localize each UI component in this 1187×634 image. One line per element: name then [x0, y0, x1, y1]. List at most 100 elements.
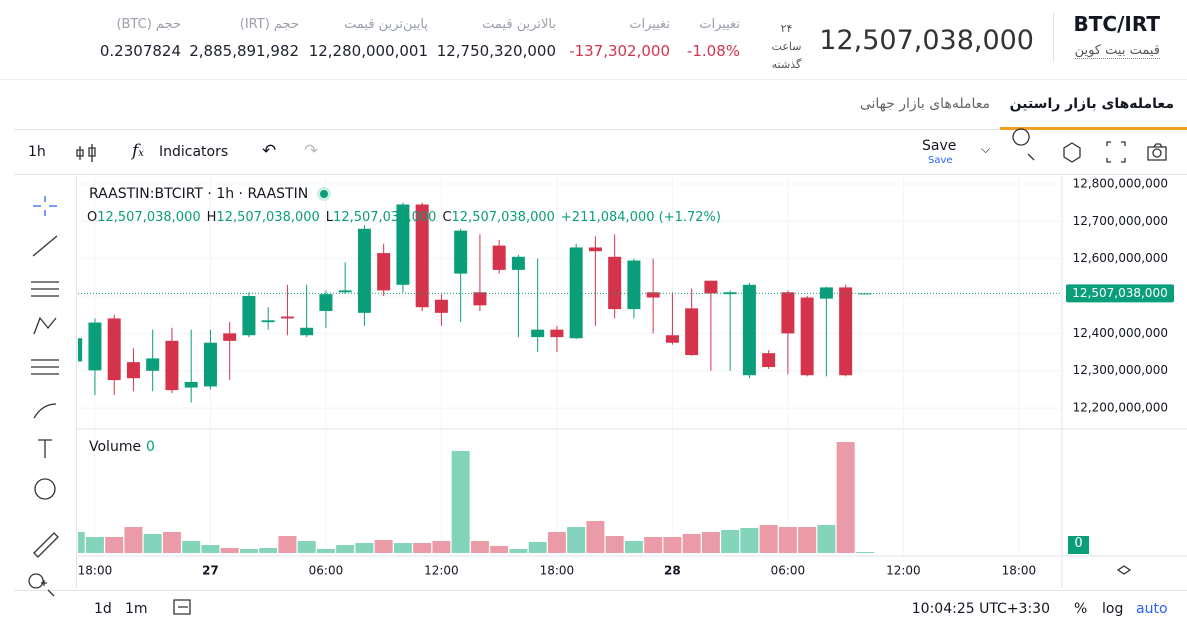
chevron[interactable]: ⌵ — [981, 142, 991, 156]
stat-label: تغییرات — [699, 17, 740, 32]
period: ۲۴ ساعت گذشته — [771, 22, 802, 71]
volume-bar — [393, 543, 412, 553]
ohlc-key: O — [87, 210, 98, 225]
x-tick-label: 12:00 — [886, 564, 921, 578]
range[interactable]: 1m — [125, 601, 148, 617]
save[interactable]: Save — [922, 138, 957, 154]
header: BTC/IRT قیمت بیت کوین 12,507,038,000 ۲۴ … — [0, 0, 1187, 80]
candle-body — [184, 381, 198, 388]
tab-active[interactable]: معامله‌های بازار راستین — [1009, 96, 1174, 112]
volume-bar — [759, 525, 778, 553]
volume-bar — [567, 527, 586, 553]
ohlc-value: 12,507,038,000 — [216, 210, 320, 225]
interval[interactable]: 1h — [28, 144, 46, 160]
save-sub: Save — [928, 155, 953, 166]
last-price-box — [1066, 284, 1174, 303]
volume-bar — [470, 541, 489, 553]
candle-body — [261, 320, 275, 323]
y-tick-label: 12,200,000,000 — [1073, 401, 1168, 415]
legend: RAASTIN:BTCIRT · 1h · RAASTIN O 12,507,038… — [87, 186, 721, 225]
candle-body — [203, 342, 217, 387]
y-tick-label: 12,300,000,000 — [1073, 363, 1168, 377]
volume-bar — [182, 541, 201, 553]
undo[interactable]: ↶ — [262, 141, 277, 161]
stat-value: 0.2307824 — [99, 42, 181, 60]
candle-body — [357, 228, 371, 313]
candle-body — [858, 293, 872, 295]
volume-bar — [701, 532, 720, 553]
volume-bar — [586, 521, 605, 553]
ohlc: O12,507,038,000 H12,507,038,000 L12,507,03… — [87, 210, 721, 225]
x-tick-label: 12:00 — [424, 564, 459, 578]
candle-body — [88, 322, 102, 371]
candle-body — [126, 362, 140, 379]
x-tick-label: 18:00 — [78, 564, 113, 578]
y-tick-label: 12,400,000,000 — [1073, 326, 1168, 340]
y-tick-label: 12,800,000,000 — [1073, 176, 1168, 190]
candle-body — [588, 247, 602, 252]
volume-bar — [798, 527, 817, 553]
volume-bar — [490, 546, 509, 553]
candle-body — [550, 329, 564, 338]
left-toolbar — [14, 176, 77, 588]
volume-bar — [297, 541, 316, 553]
candle-body — [223, 333, 237, 341]
percent[interactable]: % — [1074, 601, 1088, 617]
range[interactable]: 1d — [94, 601, 112, 617]
volume-bar — [374, 540, 393, 553]
candle-body — [819, 287, 833, 299]
candle-body — [800, 297, 814, 376]
tab[interactable]: معامله‌های بازار جهانی — [859, 96, 990, 112]
volume-label: Volume — [89, 439, 142, 455]
volume-bar — [682, 534, 701, 553]
candle-body — [165, 340, 179, 391]
candle-body — [665, 335, 679, 343]
x-tick-label: 28 — [664, 564, 681, 578]
ohlc-key: L — [325, 210, 334, 225]
volume-bar — [336, 545, 355, 553]
indicators[interactable]: Indicators — [159, 144, 229, 160]
candle-body — [704, 280, 718, 294]
candle-body — [762, 353, 776, 367]
fx-icon[interactable]: fx — [132, 141, 144, 161]
tab-underline — [1000, 127, 1187, 130]
candle-body — [338, 290, 352, 293]
pair: BTC/IRT — [1073, 12, 1160, 36]
stat-label: پایین‌ترین قیمت — [344, 17, 428, 32]
candle-body — [608, 256, 622, 310]
x-tick-label: 06:00 — [771, 564, 806, 578]
log[interactable]: log — [1102, 601, 1124, 617]
volume-bar — [778, 527, 797, 553]
candle-body — [646, 292, 660, 298]
ohlc-value: 12,507,038,000 — [333, 210, 437, 225]
stat-value: 2,885,891,982 — [189, 42, 299, 60]
ohlc-key: C — [442, 210, 452, 225]
candle-body — [492, 245, 506, 270]
volume-bar — [259, 548, 278, 553]
symbol: RAASTIN:BTCIRT · 1h · RAASTIN — [89, 186, 309, 202]
volume-bar — [413, 543, 432, 553]
auto[interactable]: auto — [1136, 601, 1168, 617]
last-price: 12,507,038,000 — [819, 25, 1034, 56]
volume-current: 0 — [146, 439, 155, 455]
candle-body — [377, 253, 391, 291]
candle-body — [569, 247, 583, 339]
bottom-bar: 1d 1m 10:04:25 UTC+3:30 % log auto — [14, 590, 1187, 628]
volume-bar — [316, 549, 335, 553]
stat-value: -137,302,000 — [569, 42, 670, 60]
redo[interactable]: ↷ — [304, 141, 319, 161]
volume-bar — [605, 536, 624, 553]
clock: 10:04:25 UTC+3:30 — [911, 601, 1050, 617]
chart-toolbar: 1h Indicators fx ↶ ↷ Save Save ⌵ — [14, 131, 1187, 175]
stat-label: بالاترین قیمت — [482, 17, 556, 32]
status-dot — [320, 190, 329, 198]
volume-bar — [721, 530, 740, 553]
candle-body — [280, 316, 294, 319]
volume-bar — [220, 548, 239, 553]
stat-value: -1.08% — [686, 42, 740, 60]
y-tick-label: 12,500,000,000 — [1073, 289, 1168, 303]
x-tick-label: 18:00 — [1002, 564, 1037, 578]
volume-bar — [547, 532, 566, 553]
volume-bar — [85, 537, 104, 553]
